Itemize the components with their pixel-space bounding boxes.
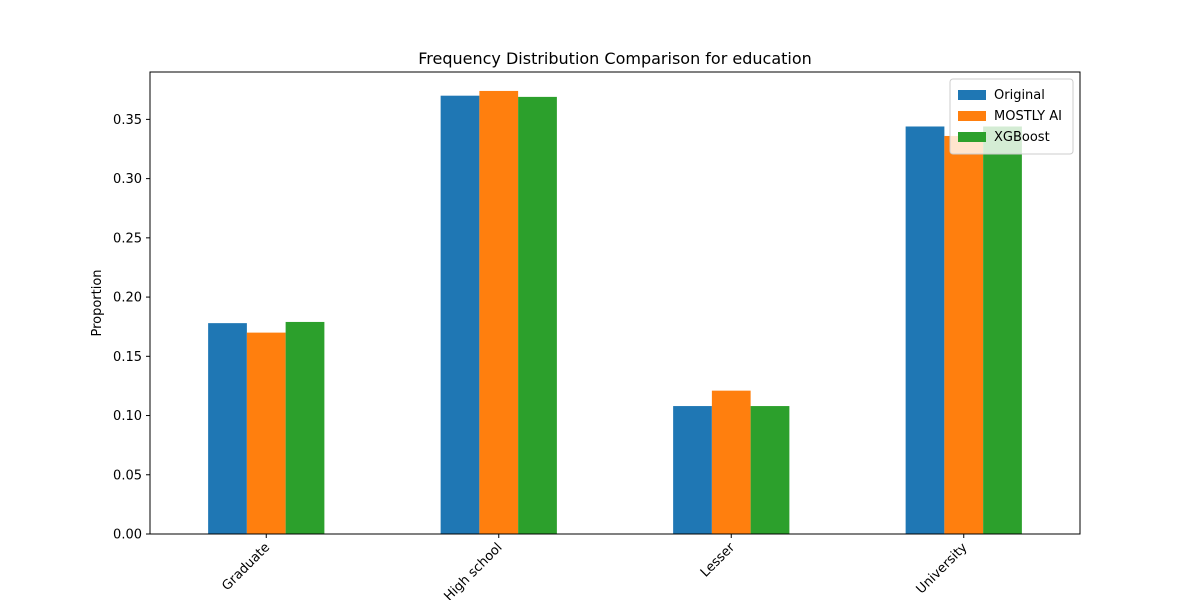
y-tick-label: 0.10 bbox=[113, 409, 142, 424]
legend-swatch-xgboost bbox=[958, 132, 986, 142]
y-axis: 0.00 0.05 0.10 0.15 0.20 0.25 0.30 0.35 bbox=[113, 113, 150, 543]
y-tick-label: 0.15 bbox=[113, 350, 142, 365]
bar-mostly-ai-graduate bbox=[246, 332, 286, 534]
bar-mostly-ai-high-school bbox=[479, 90, 519, 534]
chart-title: Frequency Distribution Comparison for ed… bbox=[418, 49, 812, 68]
legend-label-original: Original bbox=[994, 88, 1045, 103]
bar-original-high-school bbox=[440, 95, 480, 534]
bars-layer bbox=[208, 90, 1022, 535]
y-tick-label: 0.25 bbox=[113, 231, 142, 246]
bar-mostly-ai-university bbox=[944, 135, 984, 534]
y-tick-label: 0.00 bbox=[113, 528, 142, 543]
legend-swatch-original bbox=[958, 90, 986, 100]
bar-xgboost-university bbox=[983, 126, 1022, 535]
legend: Original MOSTLY AI XGBoost bbox=[949, 78, 1074, 155]
plot-frame bbox=[149, 71, 1081, 535]
y-tick-label: 0.30 bbox=[113, 172, 142, 187]
bar-mostly-ai-lesser bbox=[711, 390, 751, 534]
bar-xgboost-lesser bbox=[750, 406, 790, 534]
y-tick-label: 0.35 bbox=[113, 113, 142, 128]
y-axis-label: Proportion bbox=[90, 269, 105, 336]
bar-original-graduate bbox=[208, 323, 247, 534]
y-tick-label: 0.20 bbox=[113, 291, 142, 306]
legend-label-mostly-ai: MOSTLY AI bbox=[994, 109, 1062, 124]
bar-xgboost-graduate bbox=[285, 321, 325, 534]
bar-original-university bbox=[905, 126, 945, 535]
bar-original-lesser bbox=[673, 406, 712, 534]
y-tick-label: 0.05 bbox=[113, 468, 142, 483]
bar-xgboost-high-school bbox=[518, 96, 557, 534]
legend-swatch-mostly-ai bbox=[958, 111, 986, 121]
legend-label-xgboost: XGBoost bbox=[994, 130, 1050, 145]
